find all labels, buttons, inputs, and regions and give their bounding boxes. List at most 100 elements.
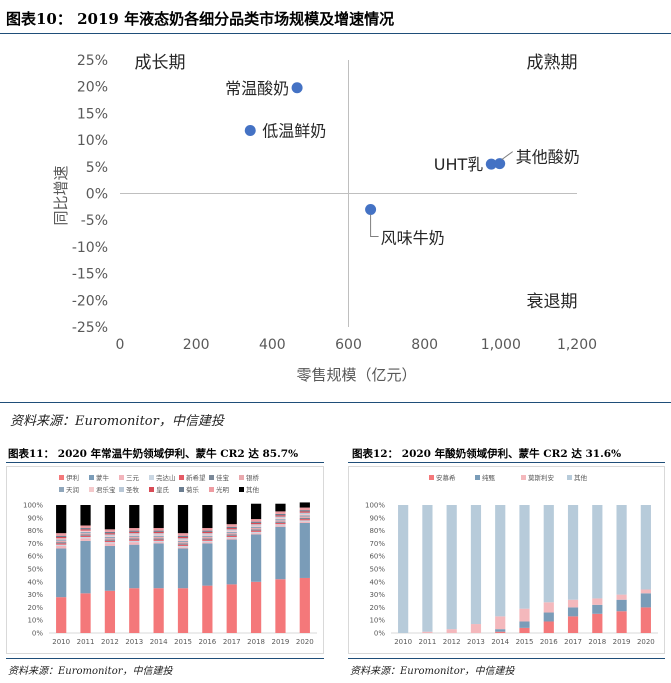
bar-segment [56,539,67,541]
bar-segment [398,505,409,633]
point-label: 风味牛奶 [381,229,445,248]
figure10-source: 资料来源：Euromonitor，中信建投 [10,414,224,429]
bar-segment [153,539,164,541]
bar-segment [226,534,237,536]
x-tick-label: 2010 [394,638,412,646]
x-tick-label: 2017 [564,638,582,646]
bar-segment [129,540,140,543]
y-tick-label: -5% [81,213,108,229]
bar-segment [177,505,189,534]
bar-segment [129,588,140,633]
bar-segment [616,611,627,633]
bar-segment [640,593,651,608]
x-tick-label: 2012 [101,638,119,646]
bar-segment [226,538,237,540]
point-label: 其他酸奶 [516,148,580,167]
bar-segment [226,526,237,529]
x-tick-label: 1,000 [481,337,521,353]
y-tick-label: -10% [72,240,108,256]
bar-segment [299,512,310,514]
bar-segment [446,505,457,630]
bar-segment [592,604,603,614]
bar-segment [543,621,554,633]
bar-segment [153,535,164,537]
bar-segment [177,547,189,549]
bar-segment [275,521,286,523]
bar-segment [422,505,433,632]
bar-segment [519,621,530,628]
x-tick-label: 2019 [613,638,631,646]
legend-label: 其他 [574,473,588,482]
legend-label: 伊利 [66,473,79,482]
bar-segment [80,535,91,537]
bar-segment [299,511,310,513]
figure11-bottom-rule [6,658,324,659]
bar-segment [153,530,164,532]
legend-swatch [239,487,244,492]
y-tick-label: 70% [27,540,43,548]
bar-segment [543,602,554,613]
bar-segment [640,505,651,590]
bar-segment [202,537,213,539]
legend-swatch [239,475,244,480]
bar-segment [153,505,164,529]
x-tick-label: 2015 [516,638,534,646]
bar-segment [153,534,164,536]
x-tick-label: 0 [116,337,125,353]
bar-segment [422,631,433,633]
leader-line [370,214,379,238]
bar-segment [250,530,262,532]
bar-segment [250,534,262,582]
bar-segment [567,607,579,617]
y-tick-label: 100% [23,502,43,510]
bar-segment [104,543,116,546]
x-tick-label: 400 [259,337,286,353]
figure11-source: 资料来源：Euromonitor，中信建投 [8,666,173,677]
point-label: 常温酸奶 [225,79,289,98]
y-tick-label: 0% [374,630,385,638]
bar-segment [56,537,67,539]
bar-segment [275,511,286,514]
bar-segment [56,548,67,598]
bar-segment [177,538,189,540]
bar-segment [153,537,164,539]
bar-segment [592,505,603,599]
bar-segment [250,521,262,523]
bar-segment [275,525,286,527]
bar-segment [104,535,116,537]
bar-segment [202,533,213,535]
legend-label: 三元 [126,474,140,482]
x-tick-label: 2019 [272,638,290,646]
bar-segment [80,505,91,526]
bar-segment [250,531,262,534]
legend-label: 菊乐 [186,485,200,494]
bar-segment [250,533,262,535]
legend-swatch [119,475,124,480]
x-tick-label: 2017 [223,638,241,646]
bar-segment [470,624,482,633]
legend-swatch [521,475,526,480]
legend-label: 莫斯利安 [528,473,555,482]
bar-segment [275,519,286,521]
x-tick-label: 2018 [247,638,265,646]
y-tick-label: 10% [369,617,385,625]
header-rule [0,33,671,34]
bar-segment [495,631,506,633]
x-tick-label: 2011 [418,638,436,646]
legend-swatch [89,475,94,480]
bar-segment [177,537,189,539]
y-tick-label: 30% [369,591,385,599]
y-tick-label: 40% [369,578,385,586]
bar-segment [104,590,116,633]
y-tick-label: 50% [27,566,43,574]
legend-swatch [59,475,64,480]
stacked-bar-chart-yogurt: 安慕希 纯甄 莫斯利安 其他 0% 10% 20% 30% 40% 50% 60% 70% 80% 90%… [348,466,665,654]
y-tick-label: 40% [27,578,43,586]
bar-segment [202,539,213,541]
y-tick-label: 5% [86,160,108,176]
x-tick-label: 2020 [637,638,655,646]
bar-segment [153,542,164,544]
bar-segment [104,505,116,530]
bar-segment [56,543,67,545]
y-tick-label: 60% [27,553,43,561]
